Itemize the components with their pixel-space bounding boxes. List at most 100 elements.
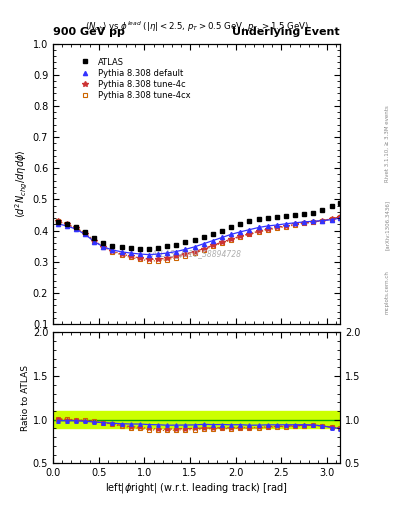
- Pythia 8.308 tune-4cx: [92, 238, 97, 244]
- ATLAS: [284, 212, 288, 219]
- Pythia 8.308 tune-4c: [293, 221, 298, 227]
- Pythia 8.308 default: [110, 247, 115, 253]
- Pythia 8.308 default: [284, 221, 288, 227]
- Pythia 8.308 tune-4cx: [238, 234, 242, 240]
- Pythia 8.308 tune-4c: [256, 228, 261, 234]
- Pythia 8.308 tune-4cx: [338, 214, 342, 220]
- Pythia 8.308 default: [338, 215, 342, 221]
- Pythia 8.308 default: [274, 222, 279, 228]
- Pythia 8.308 tune-4cx: [229, 237, 233, 243]
- ATLAS: [238, 221, 242, 227]
- Pythia 8.308 tune-4c: [220, 239, 224, 245]
- Pythia 8.308 tune-4c: [320, 218, 325, 224]
- Pythia 8.308 tune-4c: [329, 216, 334, 222]
- ATLAS: [119, 244, 124, 250]
- ATLAS: [174, 242, 179, 248]
- Pythia 8.308 default: [229, 231, 233, 238]
- Pythia 8.308 tune-4c: [64, 221, 69, 227]
- Pythia 8.308 tune-4c: [92, 238, 97, 244]
- Text: Underlying Event: Underlying Event: [232, 27, 340, 37]
- Pythia 8.308 default: [183, 246, 188, 252]
- ATLAS: [338, 200, 342, 206]
- Pythia 8.308 tune-4c: [110, 248, 115, 254]
- ATLAS: [156, 245, 160, 251]
- Text: [arXiv:1306.3436]: [arXiv:1306.3436]: [385, 200, 390, 250]
- Line: Pythia 8.308 default: Pythia 8.308 default: [55, 216, 342, 257]
- Text: Rivet 3.1.10, ≥ 3.3M events: Rivet 3.1.10, ≥ 3.3M events: [385, 105, 390, 182]
- Pythia 8.308 tune-4c: [129, 253, 133, 259]
- Pythia 8.308 tune-4cx: [256, 229, 261, 235]
- Pythia 8.308 tune-4c: [211, 242, 215, 248]
- Pythia 8.308 tune-4cx: [265, 227, 270, 233]
- Pythia 8.308 default: [147, 251, 151, 258]
- Pythia 8.308 tune-4cx: [247, 231, 252, 238]
- Pythia 8.308 default: [256, 224, 261, 230]
- Pythia 8.308 tune-4cx: [284, 224, 288, 230]
- Pythia 8.308 tune-4cx: [320, 218, 325, 224]
- Pythia 8.308 default: [211, 238, 215, 244]
- Pythia 8.308 tune-4cx: [192, 250, 197, 256]
- Pythia 8.308 tune-4cx: [293, 222, 298, 228]
- Pythia 8.308 default: [138, 251, 142, 257]
- Y-axis label: Ratio to ATLAS: Ratio to ATLAS: [21, 365, 30, 431]
- Pythia 8.308 tune-4cx: [201, 247, 206, 253]
- ATLAS: [92, 236, 97, 242]
- Pythia 8.308 tune-4cx: [311, 219, 316, 225]
- Pythia 8.308 tune-4cx: [83, 230, 87, 236]
- Pythia 8.308 tune-4c: [201, 246, 206, 252]
- Pythia 8.308 tune-4cx: [64, 221, 69, 227]
- Pythia 8.308 tune-4c: [156, 256, 160, 262]
- Pythia 8.308 tune-4c: [174, 253, 179, 259]
- ATLAS: [83, 229, 87, 235]
- Pythia 8.308 tune-4cx: [274, 225, 279, 231]
- Pythia 8.308 tune-4cx: [302, 220, 307, 226]
- Pythia 8.308 tune-4c: [247, 231, 252, 237]
- Pythia 8.308 default: [247, 227, 252, 233]
- Pythia 8.308 tune-4c: [302, 220, 307, 226]
- Pythia 8.308 tune-4cx: [73, 224, 78, 230]
- ATLAS: [265, 215, 270, 221]
- Text: mcplots.cern.ch: mcplots.cern.ch: [385, 270, 390, 314]
- ATLAS: [73, 224, 78, 230]
- Bar: [53, 411, 340, 429]
- ATLAS: [147, 246, 151, 252]
- Pythia 8.308 tune-4c: [265, 226, 270, 232]
- Pythia 8.308 default: [220, 234, 224, 241]
- ATLAS: [129, 245, 133, 251]
- ATLAS: [211, 231, 215, 237]
- Pythia 8.308 default: [165, 250, 169, 256]
- Pythia 8.308 tune-4c: [147, 256, 151, 262]
- ATLAS: [64, 221, 69, 227]
- ATLAS: [302, 211, 307, 217]
- Pythia 8.308 tune-4cx: [174, 254, 179, 261]
- Pythia 8.308 tune-4c: [284, 223, 288, 229]
- Pythia 8.308 default: [311, 218, 316, 224]
- Pythia 8.308 default: [293, 220, 298, 226]
- Pythia 8.308 tune-4c: [229, 236, 233, 242]
- Pythia 8.308 tune-4cx: [183, 252, 188, 259]
- Pythia 8.308 default: [156, 251, 160, 257]
- Pythia 8.308 tune-4cx: [147, 258, 151, 264]
- ATLAS: [311, 210, 316, 216]
- Legend: ATLAS, Pythia 8.308 default, Pythia 8.308 tune-4c, Pythia 8.308 tune-4cx: ATLAS, Pythia 8.308 default, Pythia 8.30…: [74, 56, 192, 102]
- Pythia 8.308 default: [174, 248, 179, 254]
- Pythia 8.308 tune-4c: [119, 251, 124, 257]
- Pythia 8.308 default: [55, 221, 60, 227]
- Pythia 8.308 tune-4c: [73, 225, 78, 231]
- ATLAS: [183, 240, 188, 246]
- Pythia 8.308 tune-4cx: [55, 218, 60, 224]
- Pythia 8.308 default: [302, 219, 307, 225]
- Pythia 8.308 tune-4cx: [156, 258, 160, 264]
- ATLAS: [220, 227, 224, 233]
- Pythia 8.308 tune-4cx: [119, 252, 124, 258]
- Pythia 8.308 default: [119, 249, 124, 255]
- Line: ATLAS: ATLAS: [55, 200, 342, 251]
- Pythia 8.308 tune-4cx: [110, 248, 115, 254]
- ATLAS: [165, 243, 169, 249]
- ATLAS: [201, 234, 206, 241]
- Line: Pythia 8.308 tune-4cx: Pythia 8.308 tune-4cx: [55, 215, 342, 263]
- Pythia 8.308 default: [64, 223, 69, 229]
- Pythia 8.308 tune-4c: [101, 244, 106, 250]
- Pythia 8.308 default: [201, 241, 206, 247]
- ATLAS: [293, 211, 298, 218]
